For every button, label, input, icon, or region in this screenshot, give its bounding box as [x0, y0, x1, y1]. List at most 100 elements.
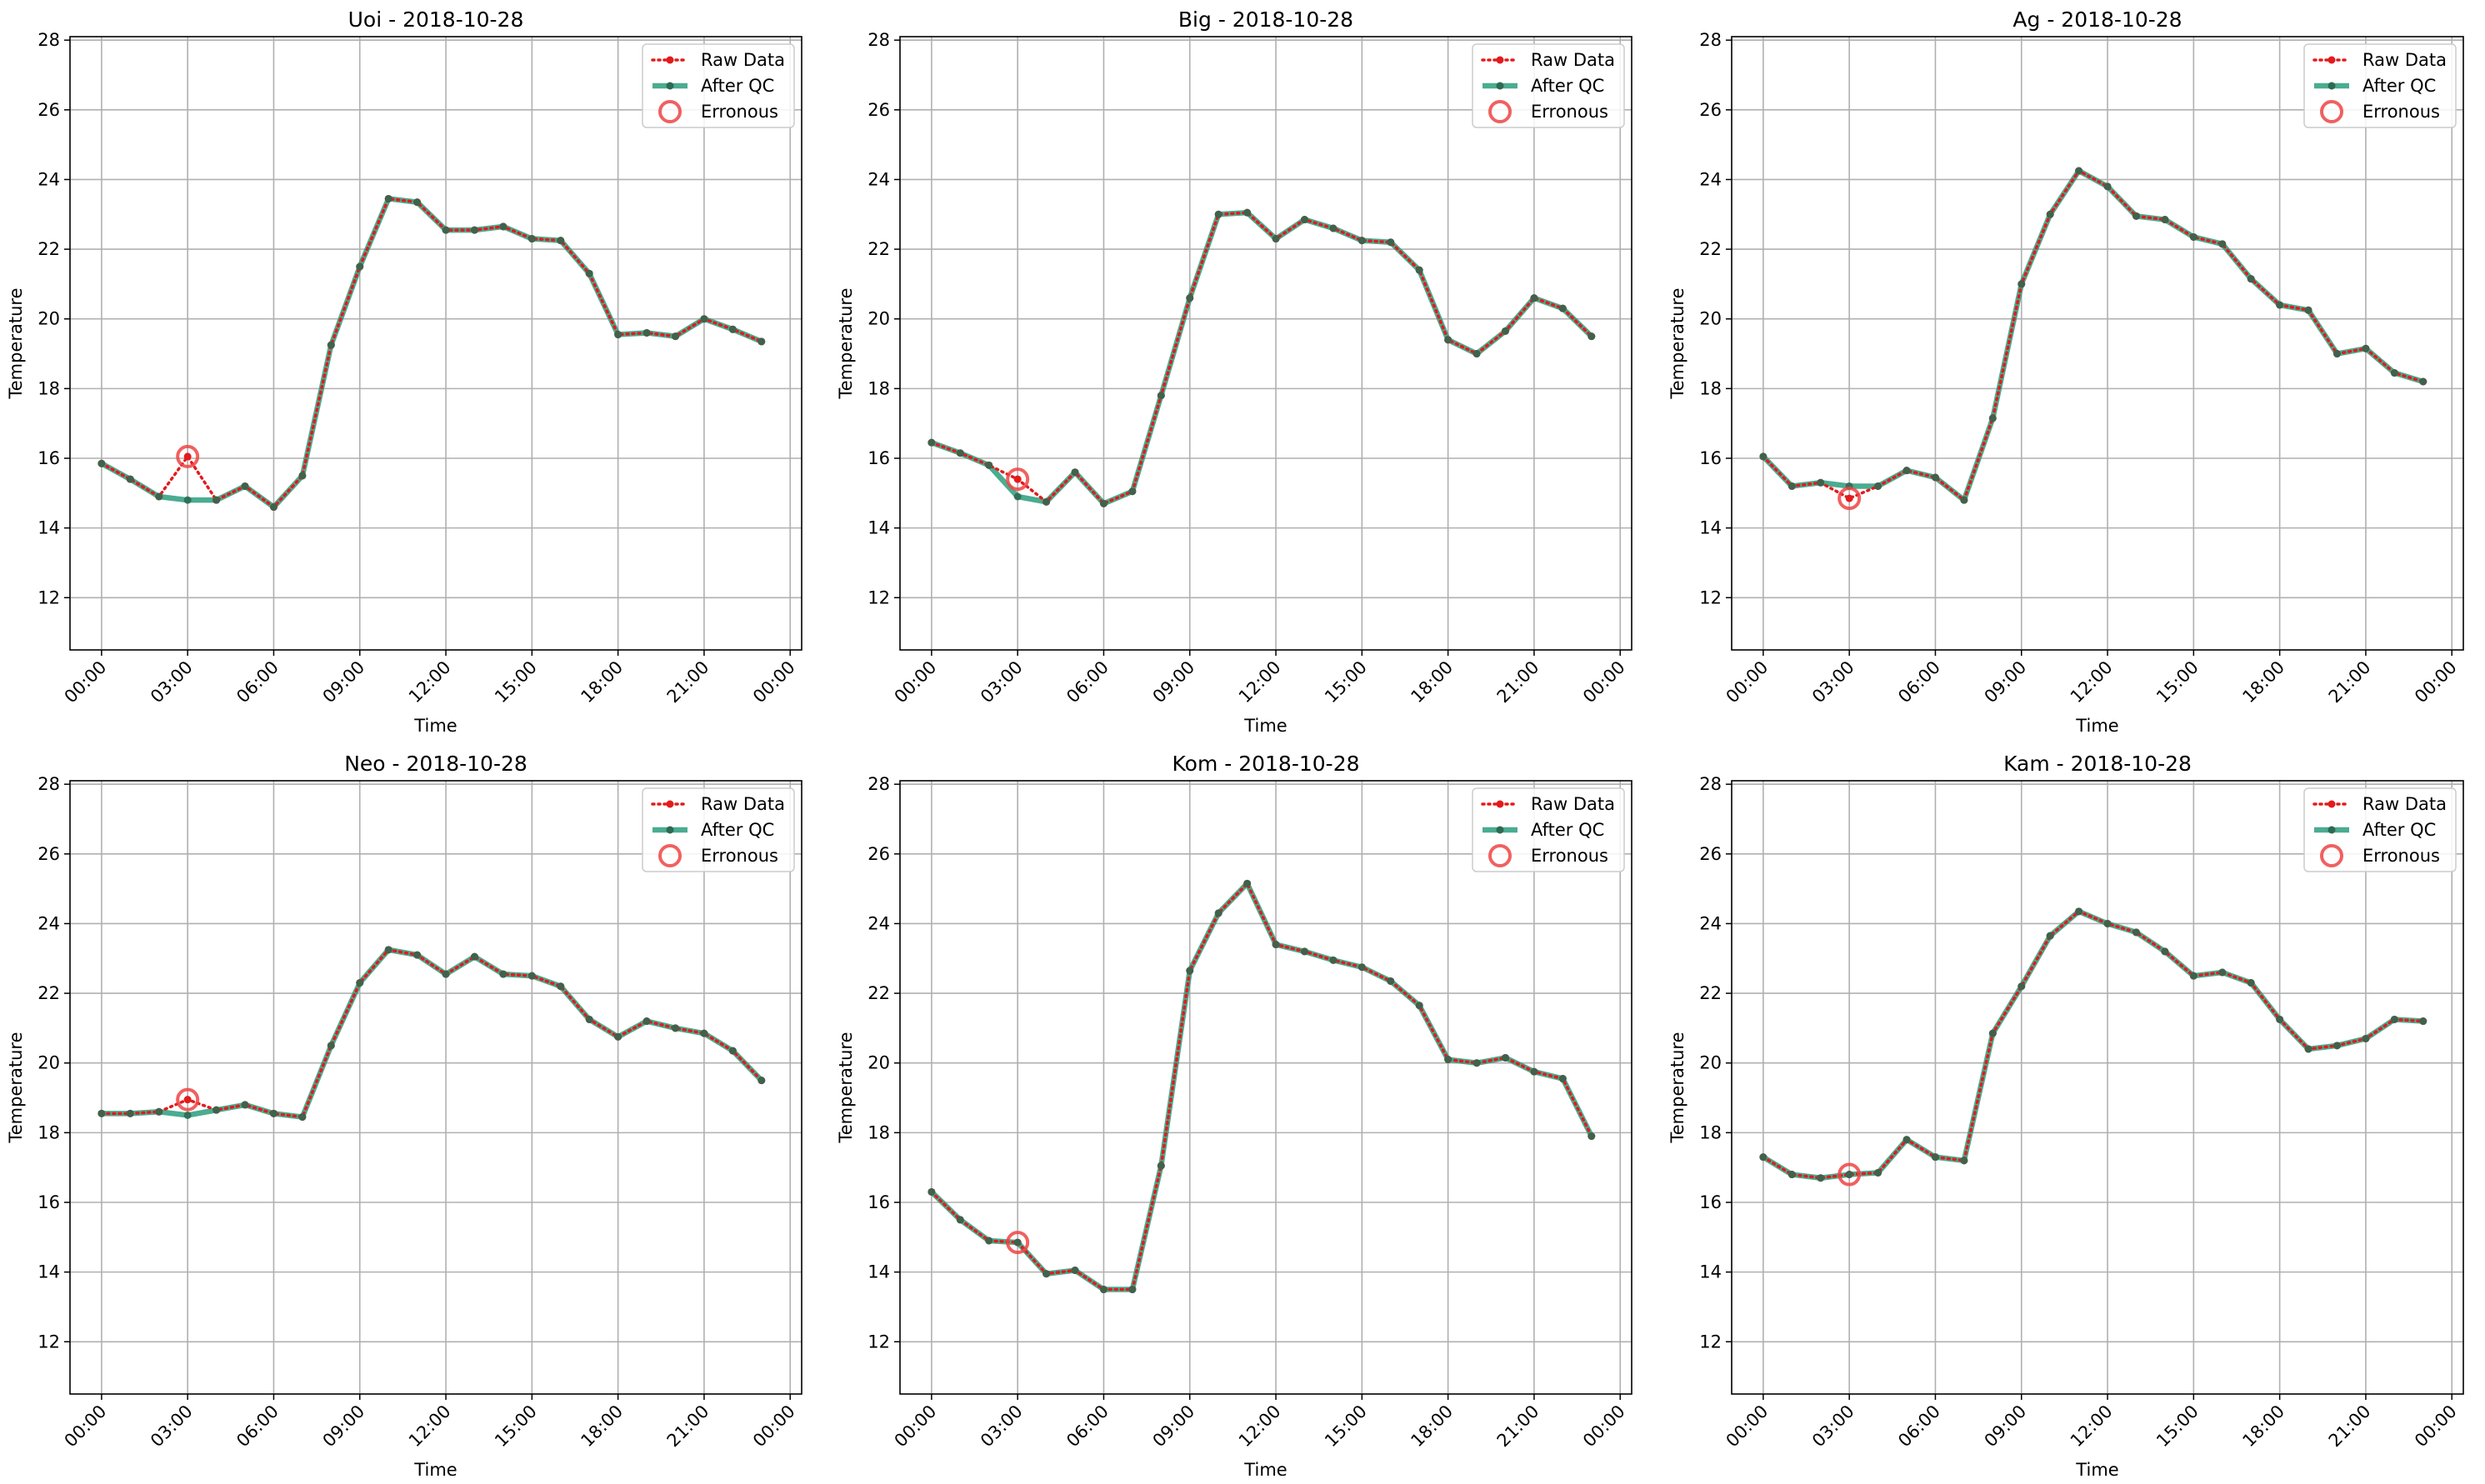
- x-tick-label: 12:00: [405, 1402, 455, 1452]
- legend-erroneous-marker: [658, 844, 682, 867]
- after-qc-point: [241, 482, 249, 490]
- x-tick-label: 21:00: [663, 1402, 713, 1452]
- x-tick-label: 06:00: [1894, 657, 1944, 707]
- y-tick-label: 26: [1699, 844, 1722, 864]
- x-tick-label: 06:00: [1062, 657, 1112, 707]
- y-tick-label: 24: [38, 169, 60, 189]
- after-qc-point: [1874, 1168, 1882, 1177]
- x-tick-label: 21:00: [2325, 1402, 2375, 1452]
- after-qc-point: [700, 1029, 708, 1037]
- after-qc-point: [1558, 304, 1567, 312]
- y-tick-label: 28: [1699, 774, 1722, 794]
- after-qc-point: [1214, 909, 1222, 917]
- after-qc-point: [1300, 216, 1308, 224]
- after-qc-point: [1472, 350, 1481, 358]
- x-tick-label: 15:00: [1321, 657, 1371, 707]
- after-qc-point: [2276, 301, 2284, 309]
- legend-qc-marker: [2328, 826, 2336, 834]
- y-axis-label: Temperature: [1668, 287, 1688, 399]
- chart-panel-4: 12 14 16 18 20 22 24 26 28 00:00 03:00 06:00 09:00 12…: [6, 752, 802, 1480]
- after-qc-point: [1902, 1136, 1911, 1144]
- x-tick-label: 12:00: [2067, 657, 2117, 707]
- y-tick-label: 28: [868, 774, 890, 794]
- legend-erroneous-marker: [1488, 844, 1512, 867]
- y-tick-label: 18: [38, 1122, 60, 1142]
- after-qc-point: [1186, 294, 1194, 302]
- after-qc-point: [1013, 492, 1022, 501]
- after-qc-point: [1502, 327, 1510, 335]
- after-qc-point: [1071, 1267, 1079, 1275]
- after-qc-point: [1960, 1157, 1968, 1165]
- legend-label: Raw Data: [2362, 794, 2447, 814]
- after-qc-point: [2304, 306, 2312, 314]
- raw-data-line: [930, 881, 1593, 1292]
- y-tick-label: 26: [38, 100, 60, 120]
- y-tick-label: 16: [1699, 1192, 1722, 1212]
- y-tick-label: 14: [1699, 1262, 1722, 1282]
- chart-title: Kom - 2018-10-28: [1172, 752, 1360, 776]
- y-tick-label: 14: [38, 518, 60, 538]
- after-qc-point: [126, 475, 134, 483]
- x-tick-label: 12:00: [405, 657, 455, 707]
- y-tick-label: 18: [868, 378, 890, 398]
- plot-data: [98, 946, 766, 1122]
- x-tick-label: 06:00: [1062, 1402, 1112, 1452]
- after-qc-point: [384, 946, 392, 954]
- axes-frame: [1731, 780, 2464, 1395]
- after-qc-point: [1788, 1171, 1796, 1179]
- x-tick-label: 15:00: [491, 657, 541, 707]
- y-tick-label: 12: [38, 1332, 60, 1352]
- after-qc-point: [1042, 497, 1051, 506]
- y-tick-label: 12: [38, 587, 60, 607]
- after-qc-point: [2103, 182, 2112, 191]
- x-tick-label: 00:00: [891, 1402, 941, 1452]
- after-qc-point: [1530, 294, 1538, 302]
- y-tick-label: 16: [38, 1192, 60, 1212]
- raw-data-line: [1762, 168, 2425, 503]
- plot-data: [98, 194, 766, 512]
- after-qc-point: [1588, 332, 1596, 341]
- chart-title: Neo - 2018-10-28: [344, 752, 528, 776]
- y-tick-label: 26: [868, 100, 890, 120]
- after-qc-point: [1013, 1238, 1022, 1247]
- after-qc-point: [614, 331, 622, 339]
- legend-erroneous-marker: [658, 100, 682, 123]
- after-qc-point: [98, 1109, 106, 1117]
- x-tick-label: 21:00: [663, 657, 713, 707]
- legend-raw-marker: [2328, 56, 2336, 64]
- after-qc-point: [298, 1113, 307, 1122]
- after-qc-point: [557, 982, 565, 991]
- x-tick-label: 00:00: [61, 1402, 111, 1452]
- y-tick-label: 28: [1699, 30, 1722, 50]
- y-tick-label: 18: [1699, 378, 1722, 398]
- after-qc-point: [2075, 167, 2083, 175]
- after-qc-point: [499, 222, 508, 231]
- after-qc-point: [1415, 266, 1423, 274]
- after-qc-point: [356, 979, 364, 987]
- legend-label: After QC: [1531, 76, 1604, 96]
- x-tick-label: 15:00: [491, 1402, 541, 1452]
- chart-panel-3: 12 14 16 18 20 22 24 26 28 00:00 03:00 06:00 09:00 12…: [1668, 7, 2464, 736]
- raw-data-point: [1845, 494, 1853, 502]
- after-qc-point: [2362, 344, 2370, 352]
- after-qc-point: [2247, 979, 2255, 987]
- x-tick-label: 03:00: [1808, 1402, 1858, 1452]
- x-tick-label: 18:00: [1407, 657, 1457, 707]
- plot-area: [1732, 781, 2463, 1394]
- x-tick-label: 03:00: [147, 657, 197, 707]
- axes-frame: [1731, 36, 2464, 651]
- after-qc-point: [1817, 478, 1825, 487]
- raw-data-line: [100, 197, 763, 509]
- legend-label: Raw Data: [2362, 50, 2447, 70]
- after-qc-point: [155, 492, 163, 501]
- after-qc-point: [1558, 1075, 1567, 1083]
- x-tick-label: 09:00: [1149, 657, 1199, 707]
- y-axis-label: Temperature: [836, 1032, 856, 1143]
- y-tick-label: 20: [1699, 309, 1722, 329]
- y-tick-label: 12: [1699, 1332, 1722, 1352]
- legend-erroneous-marker: [2320, 100, 2343, 123]
- after-qc-point: [2018, 982, 2026, 991]
- plot-area: [900, 781, 1632, 1394]
- after-qc-point: [1358, 963, 1366, 972]
- legend-erroneous-marker: [2320, 844, 2343, 867]
